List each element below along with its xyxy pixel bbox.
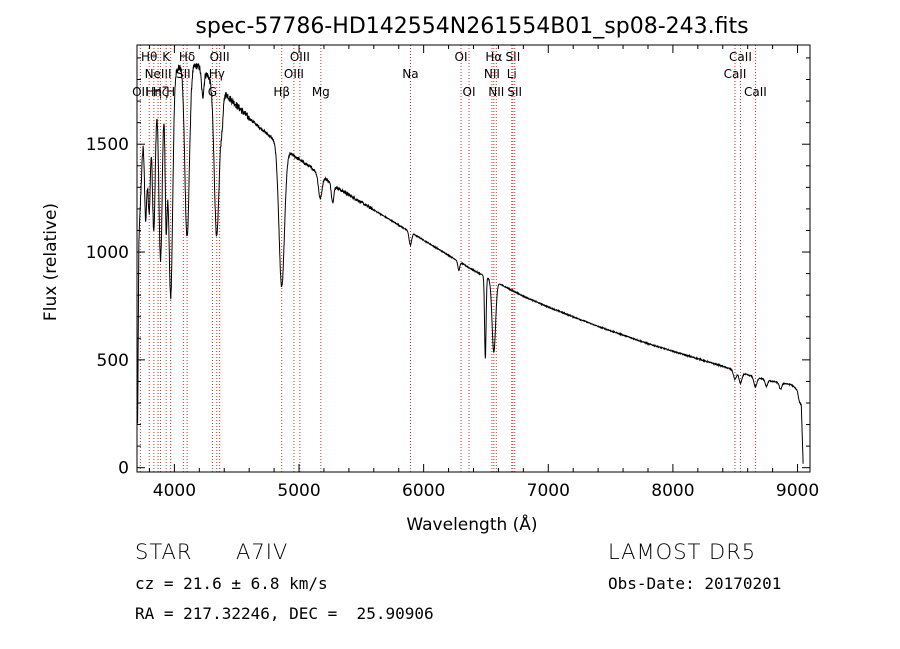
survey-name: LAMOST DR5	[608, 540, 757, 564]
observation-date: Obs-Date: 20170201	[608, 574, 782, 593]
line-marker-label: Li	[507, 67, 517, 81]
line-marker-label: OI	[455, 50, 468, 64]
y-tick-label: 500	[97, 351, 129, 371]
object-class: STAR	[135, 540, 193, 564]
x-tick-label: 8000	[651, 481, 694, 501]
line-marker-label: SII	[176, 67, 191, 81]
x-tick-label: 6000	[402, 481, 445, 501]
line-marker-label: Hβ	[273, 85, 290, 99]
y-tick-label: 1500	[86, 135, 129, 155]
line-marker-label: SII	[507, 85, 522, 99]
axes: 4000 5000 6000 7000 8000 9000 0 500 1000 1500	[86, 45, 819, 501]
sky-coordinates: RA = 217.32246, DEC = 25.90906	[135, 604, 434, 623]
line-marker-label: CaII	[729, 50, 752, 64]
line-marker-label: OIII	[210, 50, 230, 64]
line-marker-label: SII	[506, 50, 521, 64]
x-axis-label: Wavelength (Å)	[406, 513, 537, 535]
line-marker-label: Mg	[312, 85, 330, 99]
redshift-velocity: cz = 21.6 ± 6.8 km/s	[135, 574, 328, 593]
y-axis-label: Flux (relative)	[41, 203, 61, 321]
y-tick-label: 0	[118, 459, 129, 479]
line-marker-label: OIII	[290, 50, 310, 64]
line-marker-label: Na	[402, 67, 418, 81]
line-marker-label: H	[166, 85, 175, 99]
line-marker-label: NII	[488, 85, 504, 99]
line-marker-label: OI	[463, 85, 476, 99]
line-marker-label: K	[162, 50, 171, 64]
line-marker-label: Hα	[485, 50, 502, 64]
x-tick-label: 4000	[153, 481, 196, 501]
spectral-subclass: A7IV	[236, 540, 289, 564]
line-marker-label: Hθ	[141, 50, 157, 64]
line-marker-label: G	[208, 85, 217, 99]
chart-title: spec-57786-HD142554N261554B01_sp08-243.f…	[195, 14, 748, 39]
line-marker-label: Hδ	[179, 50, 195, 64]
x-tick-label: 9000	[776, 481, 819, 501]
x-tick-label: 7000	[527, 481, 570, 501]
line-marker-label: CaII	[724, 67, 747, 81]
line-marker-label: NII	[484, 67, 500, 81]
line-marker-label: CaII	[744, 85, 767, 99]
line-marker-label: Hγ	[209, 67, 225, 81]
line-marker-label: Hη	[146, 85, 163, 99]
line-marker-label: Hζ	[153, 85, 169, 99]
line-marker-label: NeIII	[145, 67, 172, 81]
spectrum-line	[137, 63, 804, 464]
line-markers: OIIHθHηNeIIIHζKHSIIHδGHγOIIIHβOIIIOIIIMg…	[132, 45, 767, 472]
line-marker-label: OIII	[284, 67, 304, 81]
spectrum	[137, 63, 804, 464]
y-tick-label: 1000	[86, 243, 129, 263]
line-marker-label: OII	[132, 85, 149, 99]
x-tick-label: 5000	[277, 481, 320, 501]
